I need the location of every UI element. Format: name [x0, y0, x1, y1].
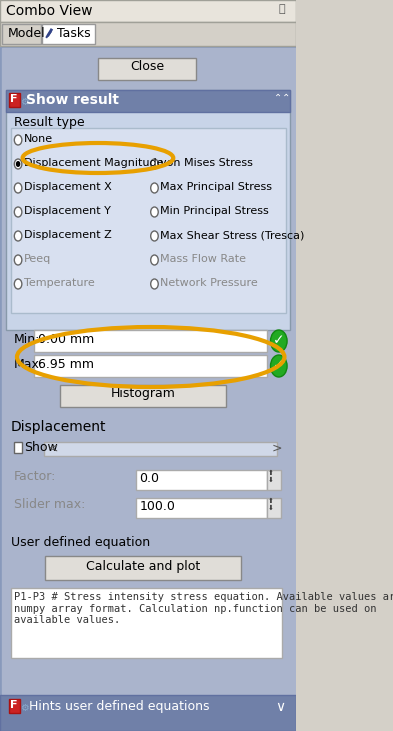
Circle shape — [16, 161, 20, 167]
FancyBboxPatch shape — [34, 355, 268, 377]
Text: Hints user defined equations: Hints user defined equations — [29, 700, 209, 713]
FancyBboxPatch shape — [44, 442, 277, 456]
Text: von Mises Stress: von Mises Stress — [160, 158, 253, 168]
Text: Max:: Max: — [14, 358, 44, 371]
Text: Close: Close — [130, 60, 164, 73]
Circle shape — [151, 207, 158, 217]
FancyBboxPatch shape — [14, 442, 22, 453]
Text: <: < — [48, 442, 58, 455]
Text: Min:: Min: — [14, 333, 40, 346]
Circle shape — [14, 279, 22, 289]
Text: Displacement Magnitude: Displacement Magnitude — [24, 158, 163, 168]
Circle shape — [151, 255, 158, 265]
Text: Temperature: Temperature — [24, 278, 95, 288]
Circle shape — [151, 183, 158, 193]
Circle shape — [151, 231, 158, 241]
Text: ⚙: ⚙ — [20, 703, 29, 713]
Text: Min Principal Stress: Min Principal Stress — [160, 206, 269, 216]
FancyBboxPatch shape — [268, 470, 281, 490]
Text: ⬆
⬇: ⬆ ⬇ — [268, 498, 274, 511]
Text: Displacement X: Displacement X — [24, 182, 112, 192]
FancyBboxPatch shape — [45, 556, 241, 580]
Text: ∨: ∨ — [275, 700, 285, 714]
FancyBboxPatch shape — [268, 498, 281, 518]
Text: ⌃⌃: ⌃⌃ — [274, 93, 290, 103]
Text: 0.00 mm: 0.00 mm — [38, 333, 94, 346]
Text: Tasks: Tasks — [57, 27, 90, 40]
Circle shape — [151, 159, 158, 169]
Text: None: None — [24, 134, 53, 144]
Text: 100.0: 100.0 — [140, 500, 175, 513]
FancyBboxPatch shape — [136, 470, 268, 490]
Text: Model: Model — [7, 27, 45, 40]
Text: Factor:: Factor: — [14, 470, 56, 483]
Text: Show: Show — [24, 441, 58, 454]
Text: Result type: Result type — [14, 116, 84, 129]
Text: 6.95 mm: 6.95 mm — [38, 358, 94, 371]
FancyBboxPatch shape — [0, 0, 296, 22]
Text: Displacement Z: Displacement Z — [24, 230, 112, 240]
FancyBboxPatch shape — [9, 93, 20, 107]
Text: ⬆
⬇: ⬆ ⬇ — [268, 470, 274, 483]
FancyBboxPatch shape — [6, 90, 290, 112]
Circle shape — [14, 135, 22, 145]
Text: ✓: ✓ — [273, 333, 285, 347]
FancyBboxPatch shape — [0, 46, 296, 731]
Circle shape — [14, 255, 22, 265]
Circle shape — [270, 355, 287, 377]
FancyBboxPatch shape — [42, 24, 95, 44]
Text: Displacement: Displacement — [11, 420, 106, 434]
Text: Network Pressure: Network Pressure — [160, 278, 258, 288]
Text: User defined equation: User defined equation — [11, 536, 150, 549]
Text: Max Principal Stress: Max Principal Stress — [160, 182, 272, 192]
Circle shape — [151, 279, 158, 289]
Text: Mass Flow Rate: Mass Flow Rate — [160, 254, 246, 264]
Text: 0.0: 0.0 — [140, 472, 160, 485]
Text: P1-P3 # Stress intensity stress equation. Available values are
numpy array forma: P1-P3 # Stress intensity stress equation… — [14, 592, 393, 625]
FancyBboxPatch shape — [60, 385, 226, 407]
FancyBboxPatch shape — [34, 330, 268, 352]
Text: F: F — [10, 700, 17, 710]
FancyBboxPatch shape — [2, 24, 41, 44]
Text: ⚙: ⚙ — [20, 97, 29, 107]
FancyBboxPatch shape — [11, 588, 282, 658]
FancyBboxPatch shape — [2, 48, 295, 729]
Circle shape — [270, 330, 287, 352]
FancyBboxPatch shape — [0, 22, 296, 46]
FancyBboxPatch shape — [6, 90, 290, 330]
Text: Displacement Y: Displacement Y — [24, 206, 111, 216]
Text: Slider max:: Slider max: — [14, 498, 85, 511]
FancyBboxPatch shape — [11, 128, 286, 313]
Text: >: > — [271, 442, 282, 455]
Text: Combo View: Combo View — [6, 4, 92, 18]
Text: Peeq: Peeq — [24, 254, 51, 264]
FancyBboxPatch shape — [98, 58, 196, 80]
FancyBboxPatch shape — [136, 498, 268, 518]
Circle shape — [14, 183, 22, 193]
FancyBboxPatch shape — [0, 695, 296, 731]
Text: 🔧: 🔧 — [279, 4, 285, 14]
Circle shape — [14, 207, 22, 217]
Circle shape — [14, 231, 22, 241]
Text: Max Shear Stress (Tresca): Max Shear Stress (Tresca) — [160, 230, 305, 240]
Text: F: F — [10, 94, 17, 104]
Text: ✓: ✓ — [273, 358, 285, 372]
Text: Histogram: Histogram — [111, 387, 176, 400]
Text: Show result: Show result — [26, 93, 119, 107]
Circle shape — [14, 159, 22, 169]
FancyBboxPatch shape — [9, 699, 20, 713]
Text: Calculate and plot: Calculate and plot — [86, 560, 200, 573]
